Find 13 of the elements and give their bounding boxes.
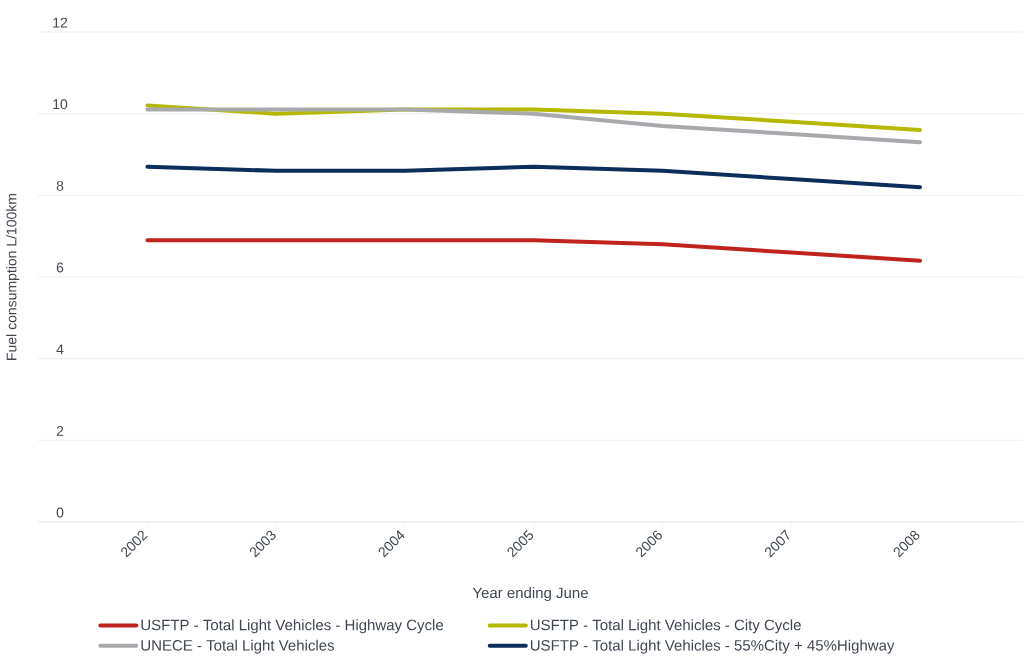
x-axis-title: Year ending June [472, 587, 588, 602]
legend-label: UNECE - Total Light Vehicles [141, 639, 335, 654]
y-tick-label: 8 [56, 180, 64, 191]
y-axis-title: Fuel consumption L/100km [6, 193, 20, 360]
legend-label: USFTP - Total Light Vehicles - 55%City + 45%Highway [530, 639, 895, 654]
y-tick-label: 2 [56, 426, 64, 436]
legend-label: USFTP - Total Light Vehicles - Highway Cycle [141, 619, 444, 634]
y-tick-label: 4 [56, 344, 64, 355]
y-tick-label: 0 [56, 507, 64, 518]
y-tick-label: 12 [53, 17, 68, 28]
y-tick-label: 6 [56, 262, 64, 273]
legend-label: USFTP - Total Light Vehicles - City Cycle [530, 619, 801, 634]
y-tick-label: 10 [53, 99, 68, 110]
